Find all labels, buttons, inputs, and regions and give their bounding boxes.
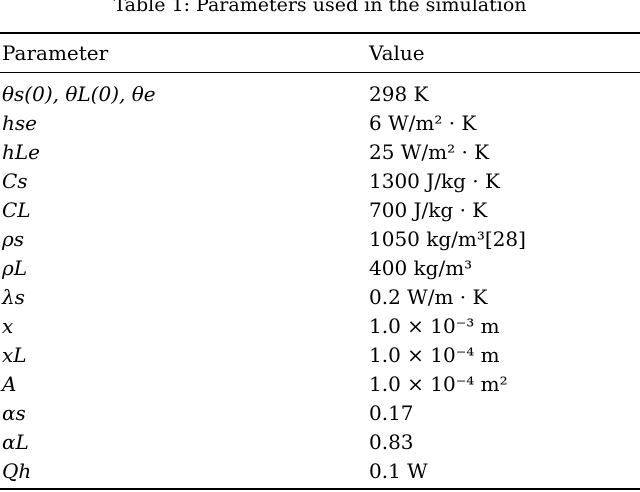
value-cell: 1.0 × 10⁻⁴ m bbox=[369, 343, 500, 367]
table-caption: Table 1: Parameters used in the simulati… bbox=[113, 0, 527, 16]
value-cell: 1.0 × 10⁻³ m bbox=[369, 314, 500, 338]
parameter-cell: hse bbox=[2, 111, 37, 135]
value-cell: 1300 J/kg · K bbox=[369, 169, 500, 193]
table-top-rule bbox=[0, 32, 640, 34]
value-cell: 0.1 W bbox=[369, 459, 428, 483]
value-cell: 25 W/m² · K bbox=[369, 140, 490, 164]
value-cell: 6 W/m² · K bbox=[369, 111, 477, 135]
parameter-cell: αs bbox=[2, 401, 26, 425]
header-parameter: Parameter bbox=[2, 41, 109, 65]
parameter-cell: A bbox=[2, 372, 17, 396]
value-cell: 1050 kg/m³[28] bbox=[369, 227, 526, 251]
table-body: θs(0), θL(0), θe 298 K hse 6 W/m² · K hL… bbox=[0, 80, 640, 486]
value-cell: 700 J/kg · K bbox=[369, 198, 488, 222]
table-row: αs 0.17 bbox=[0, 399, 640, 428]
value-cell: 0.2 W/m · K bbox=[369, 285, 488, 309]
parameter-cell: ρL bbox=[2, 256, 28, 280]
table-row: Cs 1300 J/kg · K bbox=[0, 167, 640, 196]
table-row: xL 1.0 × 10⁻⁴ m bbox=[0, 341, 640, 370]
value-cell: 1.0 × 10⁻⁴ m² bbox=[369, 372, 508, 396]
table-row: λs 0.2 W/m · K bbox=[0, 283, 640, 312]
parameter-cell: Qh bbox=[2, 459, 32, 483]
header-value: Value bbox=[369, 41, 425, 65]
parameter-cell: x bbox=[2, 314, 14, 338]
value-cell: 400 kg/m³ bbox=[369, 256, 473, 280]
parameter-cell: Cs bbox=[2, 169, 28, 193]
value-cell: 0.83 bbox=[369, 430, 414, 454]
parameter-cell: xL bbox=[2, 343, 27, 367]
table-row: CL 700 J/kg · K bbox=[0, 196, 640, 225]
table-row: Qh 0.1 W bbox=[0, 457, 640, 486]
table-row: A 1.0 × 10⁻⁴ m² bbox=[0, 370, 640, 399]
table-header-row: Parameter Value bbox=[0, 38, 640, 68]
table-row: ρs 1050 kg/m³[28] bbox=[0, 225, 640, 254]
table-bottom-rule bbox=[0, 488, 640, 490]
table-row: hLe 25 W/m² · K bbox=[0, 138, 640, 167]
parameter-cell: hLe bbox=[2, 140, 40, 164]
value-cell: 298 K bbox=[369, 82, 429, 106]
parameter-cell: θs(0), θL(0), θe bbox=[2, 82, 156, 106]
parameter-cell: CL bbox=[2, 198, 31, 222]
table-row: hse 6 W/m² · K bbox=[0, 109, 640, 138]
parameter-cell: λs bbox=[2, 285, 25, 309]
table-row: x 1.0 × 10⁻³ m bbox=[0, 312, 640, 341]
table-row: ρL 400 kg/m³ bbox=[0, 254, 640, 283]
table-header-rule bbox=[0, 72, 640, 73]
parameter-cell: ρs bbox=[2, 227, 25, 251]
value-cell: 0.17 bbox=[369, 401, 414, 425]
table-row: θs(0), θL(0), θe 298 K bbox=[0, 80, 640, 109]
parameter-cell: αL bbox=[2, 430, 29, 454]
table-row: αL 0.83 bbox=[0, 428, 640, 457]
